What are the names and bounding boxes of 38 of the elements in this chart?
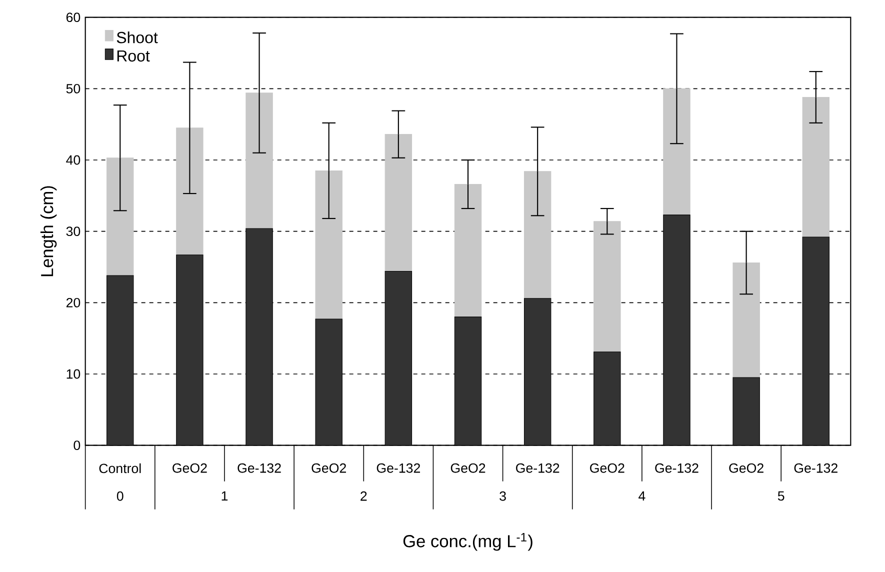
x-tick-label: GeO2 <box>729 463 764 473</box>
bar <box>454 184 482 318</box>
y-axis-title: Length (cm) <box>40 186 57 276</box>
x-tick-label: Ge-132 <box>655 463 698 473</box>
y-tick-label: 30 <box>66 226 80 236</box>
text: 0 <box>116 491 124 501</box>
bar <box>246 92 273 229</box>
bar <box>802 96 830 238</box>
bar <box>732 262 760 378</box>
y-tick-label: 20 <box>66 298 80 308</box>
x-tick-label: Ge-132 <box>516 463 560 473</box>
text: 2 <box>360 491 367 501</box>
bar <box>315 170 342 320</box>
legend-label: Root <box>117 50 150 62</box>
y-tick-label: 50 <box>66 84 80 94</box>
text: 1 <box>222 491 228 501</box>
y-tick-label: 60 <box>66 12 80 22</box>
x-tick-label: Ge-132 <box>238 463 281 473</box>
bar <box>384 134 412 272</box>
x-tick-label: GeO2 <box>450 463 486 473</box>
legend-label: Shoot <box>116 32 158 44</box>
text: 5 <box>778 491 784 501</box>
x-tick-label: Control <box>99 463 141 474</box>
bar <box>106 158 134 276</box>
text: 4 <box>638 491 646 501</box>
x-tick-label: GeO2 <box>172 463 207 473</box>
y-tick-label: 40 <box>66 155 80 165</box>
bar <box>594 221 621 352</box>
bar <box>524 171 552 299</box>
x-axis-title: Ge conc.(mg L$^{-1}$) <box>403 532 532 551</box>
y-tick-label: 0 <box>74 440 80 450</box>
x-tick-label: GeO2 <box>590 463 624 473</box>
y-tick-label: 10 <box>66 369 80 379</box>
bar <box>663 88 690 216</box>
x-tick-label: Ge-132 <box>376 463 420 473</box>
x-tick-label: Ge-132 <box>794 463 838 473</box>
x-tick-label: GeO2 <box>312 463 346 473</box>
text: 3 <box>500 491 506 501</box>
